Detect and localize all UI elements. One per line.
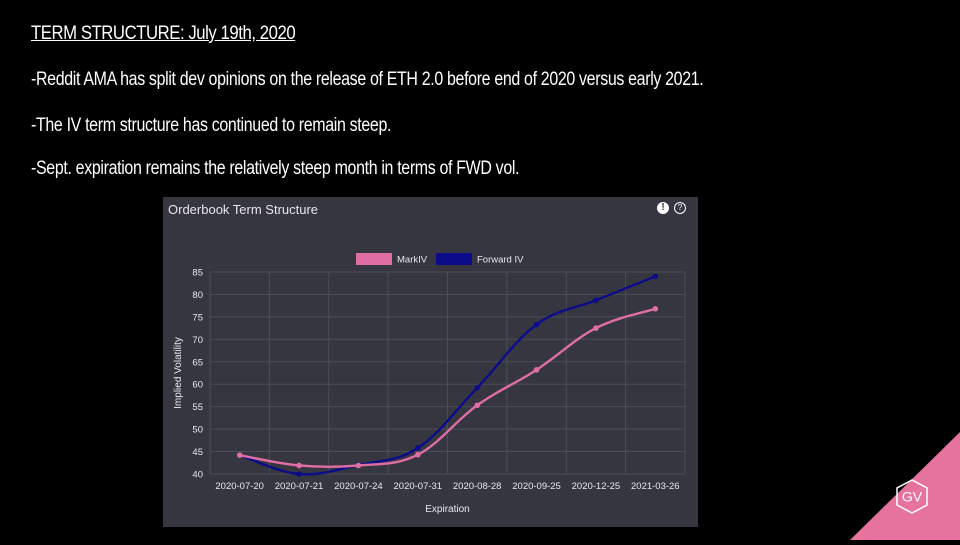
term-structure-chart: 40 45 50 55 60 65 70 75 80 85 2020-07-20 2020-07-21… <box>173 253 686 515</box>
x-tick-label: 2020-07-21 <box>275 481 324 492</box>
gv-logo: GV <box>850 432 960 540</box>
x-tick-label: 2020-08-28 <box>453 481 502 492</box>
data-point <box>415 451 421 458</box>
y-tick-label: 60 <box>192 380 203 391</box>
panel-title: Orderbook Term Structure <box>168 202 319 217</box>
bullet-3: -Sept. expiration remains the relatively… <box>31 158 520 179</box>
warning-icon[interactable]: ! <box>657 202 669 214</box>
data-point <box>474 402 480 409</box>
logo-triangle <box>850 432 960 540</box>
data-point <box>652 306 659 312</box>
panel-icons: ! ? <box>657 202 686 214</box>
x-tick-label: 2021-03-26 <box>631 481 680 492</box>
legend-label: MarkIV <box>397 255 428 266</box>
y-tick-label: 50 <box>192 425 203 436</box>
x-tick-label: 2020-07-24 <box>334 481 383 492</box>
y-tick-label: 70 <box>192 335 203 346</box>
chart-panel: 40 45 50 55 60 65 70 75 80 85 2020-07-20 2020-07-21… <box>163 197 698 527</box>
data-point <box>533 321 540 328</box>
y-tick-label: 55 <box>192 402 203 413</box>
y-tick-label: 80 <box>192 290 203 301</box>
y-tick-label: 85 <box>192 268 203 279</box>
x-tick-label: 2020-09-25 <box>512 481 561 492</box>
series-line-markiv <box>239 307 656 469</box>
legend-swatch <box>356 253 392 265</box>
help-icon[interactable]: ? <box>674 202 686 214</box>
data-point <box>296 462 302 469</box>
data-point <box>593 297 599 304</box>
legend-label: Forward IV <box>477 255 524 266</box>
data-point <box>593 325 599 331</box>
y-tick-label: 65 <box>192 357 203 368</box>
data-point <box>355 462 362 469</box>
x-axis-label: Expiration <box>425 504 469 515</box>
x-tick-label: 2020-07-20 <box>215 481 264 492</box>
logo-text: GV <box>902 489 923 505</box>
x-tick-label: 2020-07-31 <box>394 481 443 492</box>
data-point <box>296 471 302 477</box>
series-line-forward-iv <box>239 275 656 476</box>
data-point <box>652 273 659 280</box>
data-point <box>533 367 540 373</box>
bullet-2: -The IV term structure has continued to … <box>31 115 392 136</box>
y-tick-label: 45 <box>192 447 203 458</box>
y-axis-label: Implied Volatility <box>173 337 184 409</box>
data-point <box>474 385 480 391</box>
y-tick-label: 40 <box>192 470 203 481</box>
x-tick-label: 2020-12-25 <box>572 481 621 492</box>
slide-title: TERM STRUCTURE: July 19th, 2020 <box>31 23 296 44</box>
legend-swatch <box>436 253 472 265</box>
y-tick-label: 75 <box>192 312 203 323</box>
data-point <box>415 445 421 451</box>
data-point <box>236 452 243 458</box>
bullet-1: -Reddit AMA has split dev opinions on th… <box>31 69 704 90</box>
logo-hexagon-icon <box>896 479 928 514</box>
